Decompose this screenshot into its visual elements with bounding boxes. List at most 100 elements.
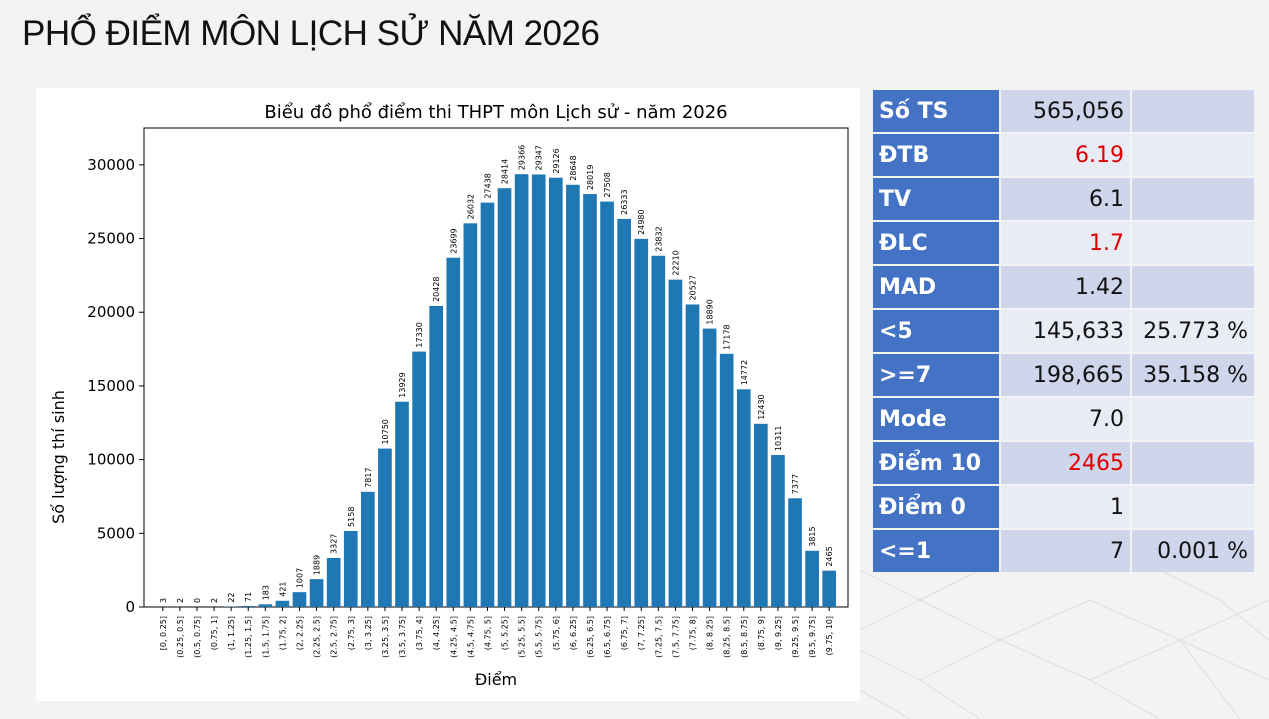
bar-value-label: 17178 [723, 324, 732, 349]
bar-value-label: 3327 [330, 534, 339, 554]
stats-percent [1132, 178, 1254, 220]
y-tick-label: 25000 [87, 230, 135, 248]
bar [395, 401, 409, 607]
bar-value-label: 17330 [415, 322, 424, 347]
bar [702, 328, 717, 607]
stats-value: 2465 [1001, 442, 1130, 484]
stats-value: 7 [1001, 530, 1130, 572]
x-tick-label: (9.5, 9.75] [808, 616, 817, 658]
bar-value-label: 10311 [774, 426, 783, 451]
stats-value: 1 [1001, 486, 1130, 528]
x-tick-label: (4.25, 4.5] [449, 616, 458, 658]
bar [668, 279, 683, 607]
bar-value-label: 26333 [620, 189, 629, 214]
bar [480, 202, 495, 608]
stats-label: MAD [873, 266, 999, 308]
x-tick-label: (9.25, 9.5] [791, 616, 800, 658]
x-tick-label: (6.25, 6.5] [586, 616, 595, 658]
bar-value-label: 2465 [825, 546, 834, 566]
y-tick-label: 5000 [97, 524, 135, 542]
stats-row: ĐLC 1.7 [873, 222, 1254, 264]
bar-value-label: 421 [278, 582, 287, 597]
x-tick-label: (7.75, 8] [689, 616, 698, 650]
bar [822, 570, 837, 607]
stats-value: 1.42 [1001, 266, 1130, 308]
bar-value-label: 23832 [654, 226, 663, 251]
x-tick-label: (5, 5.25] [501, 616, 510, 650]
chart-card: Biểu đồ phổ điểm thi THPT môn Lịch sử - … [36, 88, 860, 701]
bar [241, 605, 256, 607]
stats-percent [1132, 486, 1254, 528]
x-tick-label: (8.5, 8.75] [740, 616, 749, 658]
stats-row: TV 6.1 [873, 178, 1254, 220]
stats-label: Điểm 10 [873, 442, 999, 484]
x-tick-label: (7.5, 7.75] [671, 616, 680, 658]
x-tick-label: (9, 9.25] [774, 616, 783, 650]
bar-value-label: 10750 [381, 419, 390, 444]
bar-value-label: 3 [159, 598, 168, 603]
x-tick-label: (2, 2.25] [295, 616, 304, 650]
bar [805, 550, 819, 607]
x-tick-label: (8.75, 9] [757, 616, 766, 650]
x-tick-label: (4.75, 5] [483, 616, 492, 650]
stats-value: 6.19 [1001, 134, 1130, 176]
bar [292, 592, 307, 607]
x-tick-label: (2.5, 2.75] [330, 616, 339, 658]
stats-value: 198,665 [1001, 354, 1130, 396]
bar-value-label: 26032 [466, 194, 475, 219]
stats-value: 6.1 [1001, 178, 1130, 220]
bar-value-label: 29366 [518, 145, 527, 170]
bar-value-label: 28019 [586, 165, 595, 190]
x-tick-label: (5.25, 5.5] [518, 616, 527, 658]
bar [583, 194, 597, 608]
x-tick-label: [0, 0.25] [159, 616, 168, 650]
bar [531, 174, 546, 607]
y-tick-label: 10000 [87, 451, 135, 469]
stats-percent [1132, 134, 1254, 176]
stats-percent: 35.158 % [1132, 354, 1254, 396]
bar-value-label: 12430 [757, 394, 766, 419]
bar-value-label: 20527 [689, 275, 698, 300]
bar-value-label: 23699 [449, 228, 458, 253]
x-tick-label: (0.25, 0.5] [176, 616, 185, 658]
stats-value: 1.7 [1001, 222, 1130, 264]
bar [566, 184, 580, 607]
bar [275, 600, 290, 607]
x-tick-label: (3.5, 3.75] [398, 616, 407, 658]
bar [771, 455, 785, 607]
bar [429, 305, 444, 607]
x-tick-label: (6, 6.25] [569, 616, 578, 650]
stats-label: <5 [873, 310, 999, 352]
stats-row: MAD 1.42 [873, 266, 1254, 308]
x-tick-label: (9.75, 10] [825, 616, 834, 655]
bar-value-label: 2 [176, 598, 185, 603]
x-tick-label: (6.75, 7] [620, 616, 629, 650]
x-tick-label: (1.75, 2] [278, 616, 287, 650]
bar [463, 223, 478, 607]
bar-value-label: 1007 [295, 568, 304, 588]
stats-table: Số TS 565,056 ĐTB 6.19 TV 6.1 ĐLC 1.7 MAD 1.42 <5 1… [871, 88, 1256, 574]
bar-value-label: 183 [261, 585, 270, 600]
bar-value-label: 7817 [364, 467, 373, 487]
stats-row: <5 145,633 25.773 % [873, 310, 1254, 352]
bar-value-label: 22210 [671, 250, 680, 275]
y-tick-label: 30000 [87, 156, 135, 174]
bar [361, 491, 375, 607]
bar [600, 201, 614, 607]
stats-label: Mode [873, 398, 999, 440]
bar-value-label: 5158 [347, 507, 356, 527]
x-tick-label: (5.75, 6] [552, 616, 561, 650]
bar [617, 218, 631, 607]
chart-title: Biểu đồ phổ điểm thi THPT môn Lịch sử - … [264, 102, 727, 123]
x-tick-label: (3.75, 4] [415, 616, 424, 650]
bar [651, 255, 666, 607]
bar [548, 177, 563, 607]
bar [446, 257, 461, 607]
x-tick-label: (8.25, 8.5] [723, 616, 732, 658]
stats-label: ĐLC [873, 222, 999, 264]
x-axis-label: Điểm [475, 670, 517, 689]
bar-value-label: 27508 [603, 172, 612, 197]
bar-value-label: 29347 [535, 145, 544, 170]
bar-value-label: 18890 [706, 299, 715, 324]
bar-value-label: 24980 [637, 209, 646, 234]
